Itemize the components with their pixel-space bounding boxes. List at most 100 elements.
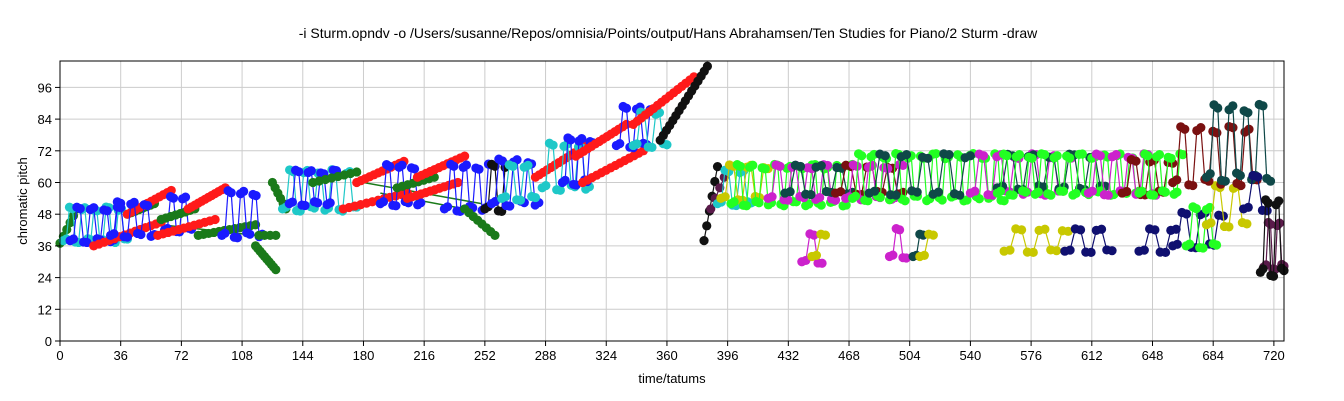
series-line [895,156,902,196]
series-line [1216,132,1222,185]
x-tick-label: 360 [656,348,678,363]
data-point [1103,190,1113,200]
data-point [442,202,453,212]
series-line [512,166,518,200]
data-point [287,197,298,207]
data-point [541,181,551,191]
data-point [1096,224,1107,234]
series-red [183,183,230,214]
series-line [916,157,924,193]
series-line [1022,156,1029,190]
data-point [251,191,261,201]
data-point [530,192,541,203]
data-point [999,196,1009,206]
data-point [109,229,119,239]
data-point [1154,150,1165,160]
series-line [724,164,731,197]
series-line [810,166,817,195]
data-point [271,265,281,275]
data-point [863,196,873,206]
series-line [504,164,510,197]
series-black [655,61,713,145]
data-point [1137,186,1147,196]
series-line [1025,157,1030,193]
series-line [948,154,956,194]
series-line [947,157,953,198]
data-point [923,153,933,163]
series-line [1278,200,1282,269]
series-line [552,145,558,190]
data-point [1028,247,1038,258]
series-line [1267,203,1272,276]
data-points [55,61,1289,281]
data-point [869,186,880,196]
data-point [409,164,420,174]
data-point [505,201,515,211]
data-point [715,183,725,193]
x-tick-label: 108 [231,348,253,363]
data-point [512,155,522,165]
data-point [1228,101,1238,111]
data-point [1181,209,1192,219]
data-point [944,150,954,160]
data-point [391,201,401,211]
data-point [974,194,984,204]
data-point [830,195,841,205]
series-navy [1134,224,1181,258]
series-line [1037,153,1043,193]
y-tick-label: 0 [45,334,52,349]
data-point [1253,172,1263,182]
series-line [1091,154,1097,192]
series-line [991,153,996,197]
series-line [1099,155,1105,195]
data-point [836,187,846,197]
series-navy [1238,170,1272,216]
x-tick-label: 684 [1202,348,1224,363]
data-point [662,140,672,150]
series-line [90,209,95,240]
series-line [959,157,966,196]
x-tick-label: 468 [838,348,860,363]
series-line [1062,156,1068,192]
series-line [1200,127,1206,180]
data-point [816,200,826,210]
data-point [460,151,470,161]
series-line [86,209,91,243]
series-line [892,153,897,198]
series-line [1192,130,1198,186]
series-line [494,159,500,202]
data-point [1139,245,1149,255]
series-line [236,193,242,238]
series-green [250,241,281,275]
series-line [1272,204,1277,277]
data-point [937,195,947,205]
series-line [854,153,860,197]
data-point [116,198,126,208]
series-line [898,154,903,200]
data-point [555,185,565,195]
series-line [1075,154,1080,194]
data-point [806,189,816,200]
x-tick-label: 36 [113,348,127,363]
series-line [799,166,807,195]
y-axis-label: chromatic pitch [15,157,30,244]
data-point [995,186,1006,196]
data-point [1236,180,1246,191]
series-line [389,166,394,206]
series-line [999,154,1005,192]
series-line [905,154,913,191]
data-point [760,164,770,174]
data-point [500,192,511,202]
data-point [1258,101,1268,111]
series-line [1195,208,1201,248]
x-tick-label: 180 [353,348,375,363]
series-line [484,164,490,208]
data-point [1033,187,1043,197]
data-point [621,119,632,129]
series-line [446,164,452,207]
data-point [767,192,777,202]
data-point [880,151,890,161]
series-line [575,140,580,185]
data-point [122,232,133,242]
series-line [953,154,959,196]
